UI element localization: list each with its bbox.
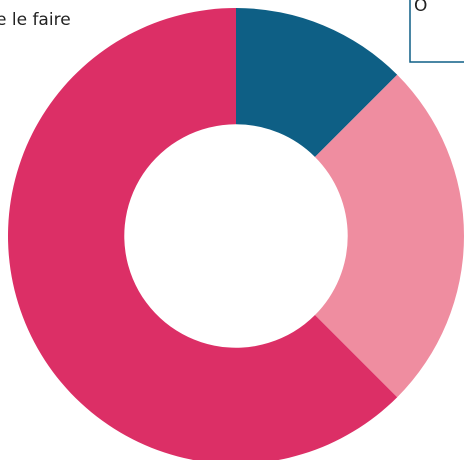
legend-box xyxy=(409,0,464,63)
annotation: O xyxy=(414,0,427,16)
donut-segment xyxy=(314,74,464,398)
donut-segment xyxy=(236,8,398,158)
annotation: e le faire xyxy=(0,10,71,30)
donut-segment xyxy=(8,8,398,460)
